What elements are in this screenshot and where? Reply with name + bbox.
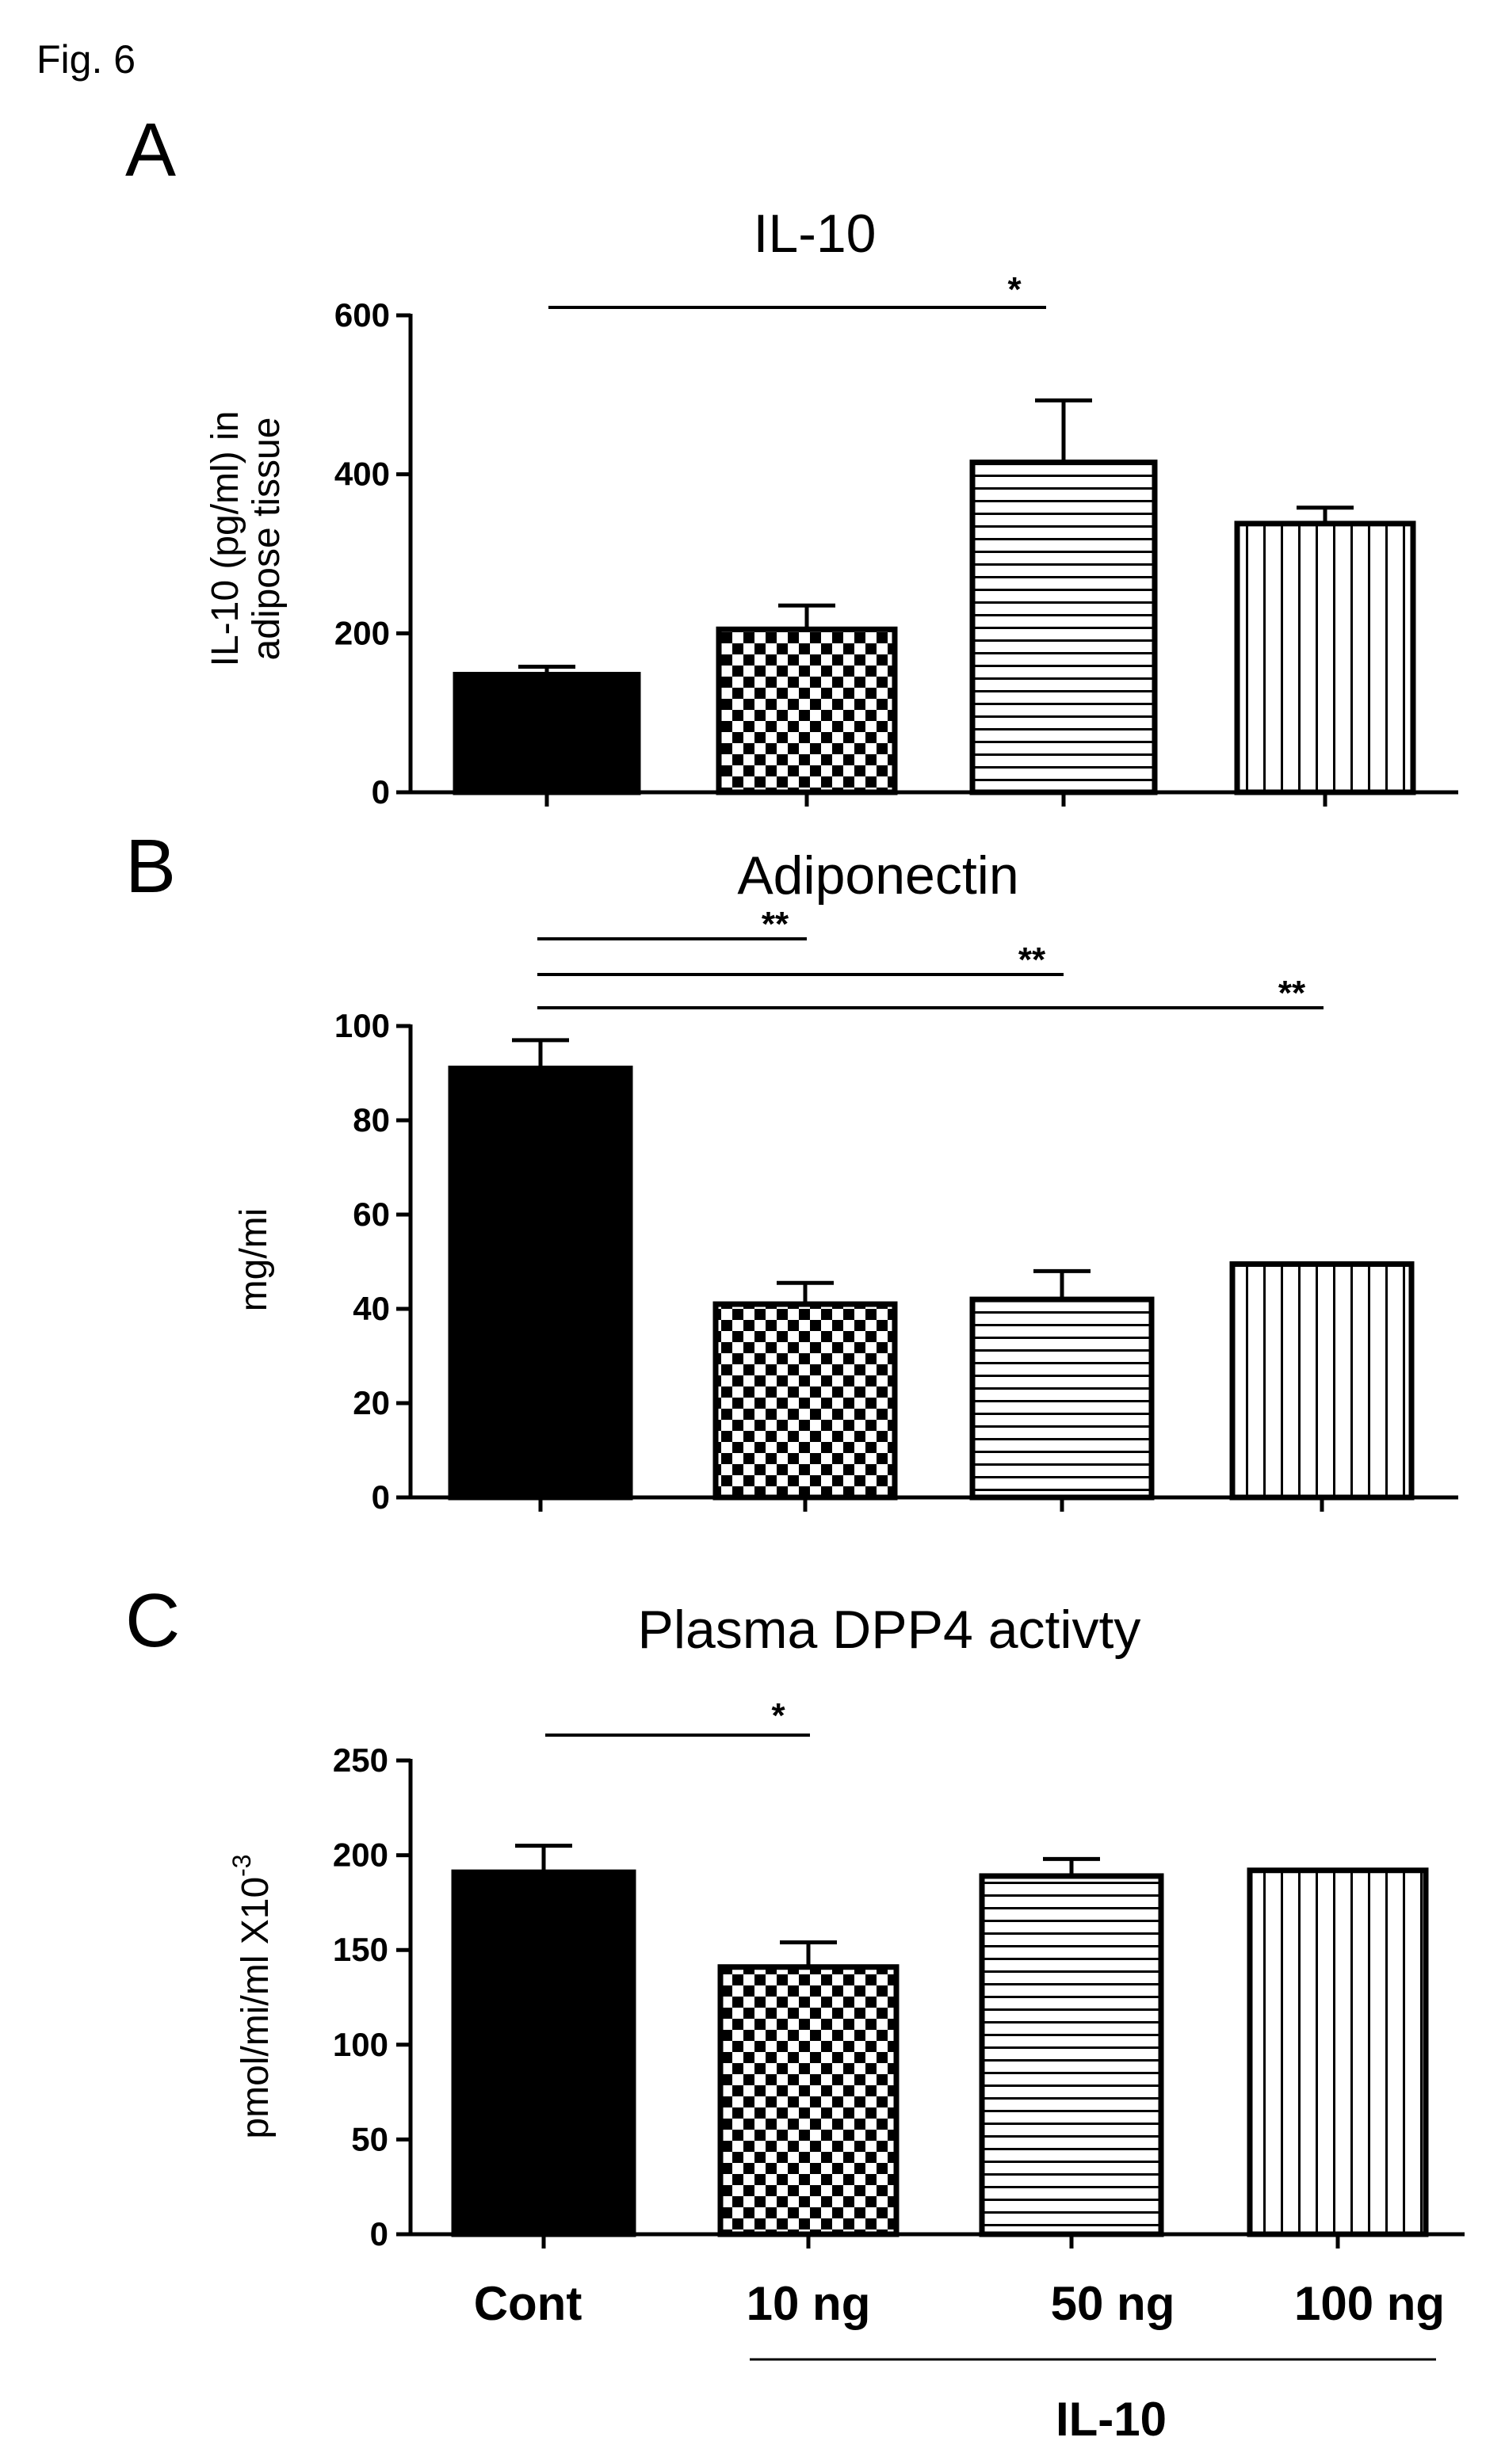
bar-50-ng xyxy=(979,1873,1164,2237)
y-tick-label: 200 xyxy=(334,614,390,651)
y-tick-label: 80 xyxy=(353,1101,390,1139)
y-tick-label: 100 xyxy=(333,2026,388,2063)
bar-cont xyxy=(453,672,641,795)
y-axis-label: adipose tissue xyxy=(246,418,288,661)
panel-c: C Plasma DPP4 activty 0 50 100 150 200 250 pmol/… xyxy=(125,1578,1465,2446)
bar-10-ng xyxy=(712,1301,898,1501)
significance-marker: ** xyxy=(762,905,789,944)
y-tick-label: 200 xyxy=(333,1837,388,1874)
y-axis-label: pmol/mi/ml X10-3 xyxy=(227,1854,277,2138)
significance-marker: * xyxy=(771,1696,785,1735)
bar-10-ng xyxy=(717,1964,900,2237)
panel-letter: A xyxy=(125,108,176,193)
chart-title: Plasma DPP4 activty xyxy=(638,1600,1141,1660)
y-axis-label: mg/mi xyxy=(233,1208,275,1312)
significance-marker: * xyxy=(1007,270,1022,309)
y-tick-label: 250 xyxy=(333,1741,388,1779)
panel-letter: B xyxy=(125,824,176,909)
y-tick-label: 0 xyxy=(372,1478,390,1516)
bar-50-ng xyxy=(969,1296,1155,1501)
x-category-label: Cont xyxy=(474,2277,583,2330)
y-tick-label: 40 xyxy=(353,1290,390,1327)
bar-100-ng xyxy=(1229,1261,1415,1501)
y-tick-label: 150 xyxy=(333,1931,388,1968)
group-label: IL-10 xyxy=(1056,2393,1167,2446)
bar-cont xyxy=(451,1869,636,2237)
y-tick-label: 400 xyxy=(334,456,390,493)
y-axis-label-superscript: -3 xyxy=(227,1854,256,1876)
y-tick-label: 0 xyxy=(372,773,390,811)
panel-b: B Adiponectin 0 20 40 60 80 100 mg/mi ** ** ** xyxy=(125,824,1458,1516)
bar-50-ng xyxy=(969,460,1158,795)
x-category-label: 50 ng xyxy=(1051,2277,1175,2330)
y-tick-label: 0 xyxy=(370,2215,388,2252)
bar-100-ng xyxy=(1247,1867,1429,2237)
significance-marker: ** xyxy=(1278,974,1306,1013)
x-category-label: 10 ng xyxy=(747,2277,871,2330)
chart-title: IL-10 xyxy=(754,204,877,264)
y-tick-label: 100 xyxy=(334,1007,390,1044)
panel-a: A IL-10 0 200 400 600 IL-10 (pg/ml) in adipose … xyxy=(125,108,1458,811)
bar-10-ng xyxy=(716,626,898,795)
figure-label: Fig. 6 xyxy=(36,37,136,82)
y-tick-label: 20 xyxy=(353,1384,390,1421)
bar-100-ng xyxy=(1234,521,1416,795)
significance-marker: ** xyxy=(1018,940,1046,979)
panel-letter: C xyxy=(125,1578,180,1663)
chart-title: Adiponectin xyxy=(737,845,1018,906)
bar-cont xyxy=(448,1066,633,1501)
y-tick-label: 600 xyxy=(334,296,390,334)
x-category-label: 100 ng xyxy=(1294,2277,1445,2330)
y-tick-label: 50 xyxy=(351,2120,388,2157)
y-tick-label: 60 xyxy=(353,1196,390,1233)
y-axis-label: IL-10 (pg/ml) in xyxy=(204,411,246,667)
